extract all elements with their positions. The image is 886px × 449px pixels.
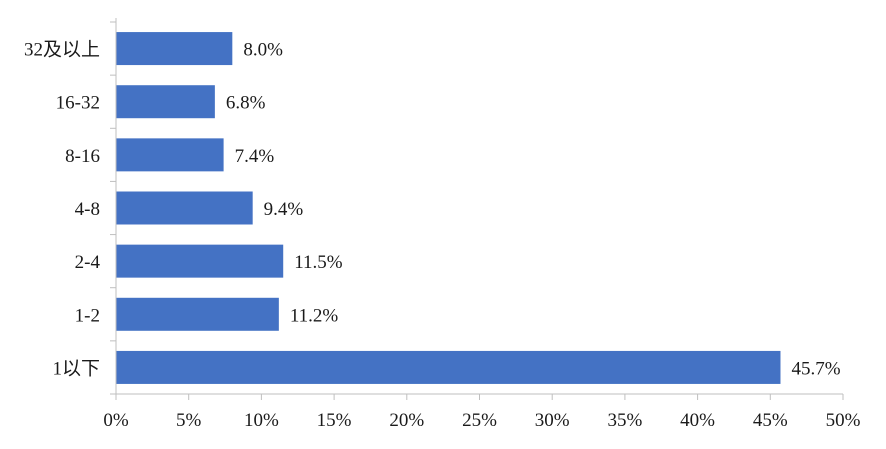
category-label-1: 16-32 [56, 93, 100, 114]
data-label-0: 8.0% [243, 40, 283, 61]
data-label-3: 9.4% [264, 199, 304, 220]
x-tick-label-9: 45% [753, 410, 788, 431]
data-label-6: 45.7% [791, 358, 840, 379]
bar-2 [116, 138, 224, 172]
bar-3 [116, 191, 253, 225]
data-label-5: 11.2% [290, 305, 339, 326]
x-tick-label-8: 40% [680, 410, 715, 431]
x-tick-label-6: 30% [535, 410, 570, 431]
x-tick-label-5: 25% [462, 410, 497, 431]
data-label-1: 6.8% [226, 93, 266, 114]
category-label-0: 32及以上 [24, 39, 100, 61]
data-label-4: 11.5% [294, 252, 343, 273]
x-tick-label-1: 5% [176, 410, 202, 431]
category-label-3: 4-8 [75, 199, 100, 220]
x-tick-label-4: 20% [389, 410, 424, 431]
x-tick-label-2: 10% [244, 410, 279, 431]
x-tick-label-10: 50% [826, 410, 861, 431]
x-tick-label-0: 0% [103, 410, 129, 431]
x-tick-label-3: 15% [317, 410, 352, 431]
bar-4 [116, 244, 284, 278]
bar-6 [116, 350, 781, 384]
category-label-6: 1以下 [52, 358, 100, 379]
labels-layer: 32及以上 8.0% 16-32 6.8% 8-16 7.4% 4-8 9.4% 2-4 11.5… [24, 39, 861, 431]
bars-layer [116, 32, 781, 384]
x-tick-label-7: 35% [607, 410, 642, 431]
category-label-4: 2-4 [75, 252, 101, 273]
axis-layer [110, 18, 844, 400]
category-label-2: 8-16 [65, 146, 100, 167]
data-label-2: 7.4% [235, 146, 275, 167]
bar-5 [116, 297, 279, 331]
bar-0 [116, 32, 233, 66]
bar-1 [116, 85, 215, 119]
category-label-5: 1-2 [75, 305, 100, 326]
